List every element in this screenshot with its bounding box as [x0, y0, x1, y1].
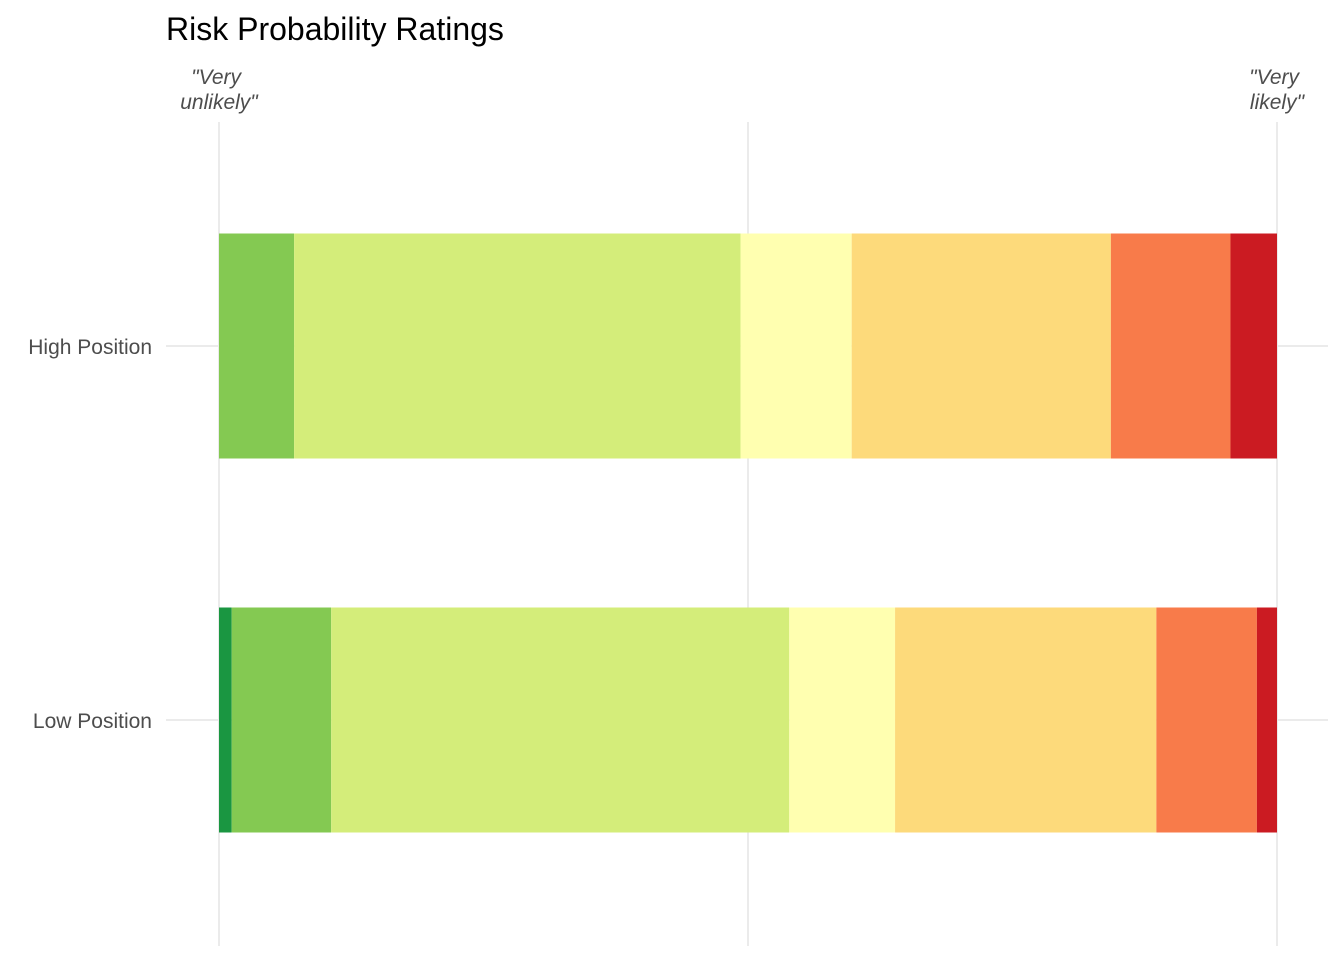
annotation-very-likely-line-2: likely" — [1250, 91, 1306, 114]
annotation-very-unlikely-line-1: "Very — [191, 66, 242, 89]
bar-segment-1-4 — [895, 607, 1157, 833]
bar-segment-0-1 — [219, 233, 295, 459]
bar-segment-1-3 — [789, 607, 896, 833]
bar-segment-1-2 — [331, 607, 790, 833]
category-label-0: High Position — [28, 336, 152, 359]
stacked-bars — [219, 233, 1277, 833]
bar-segment-0-5 — [1110, 233, 1231, 459]
bar-segment-0-4 — [851, 233, 1111, 459]
annotation-very-likely: "Very likely" — [1249, 66, 1305, 114]
category-labels: High Position Low Position — [28, 336, 152, 733]
bar-segment-0-6 — [1230, 233, 1277, 459]
bar-segment-1-5 — [1156, 607, 1257, 833]
annotation-very-unlikely-line-2: unlikely" — [180, 91, 259, 114]
bar-segment-1-1 — [231, 607, 332, 833]
bar-segment-0-2 — [294, 233, 741, 459]
annotation-very-likely-line-1: "Very — [1249, 66, 1300, 89]
annotation-very-unlikely: "Very unlikely" — [180, 66, 259, 114]
category-label-1: Low Position — [33, 710, 152, 733]
bar-segment-1-0 — [219, 607, 232, 833]
bar-segment-1-6 — [1256, 607, 1277, 833]
bar-segment-0-3 — [740, 233, 852, 459]
chart-title: Risk Probability Ratings — [166, 11, 504, 47]
